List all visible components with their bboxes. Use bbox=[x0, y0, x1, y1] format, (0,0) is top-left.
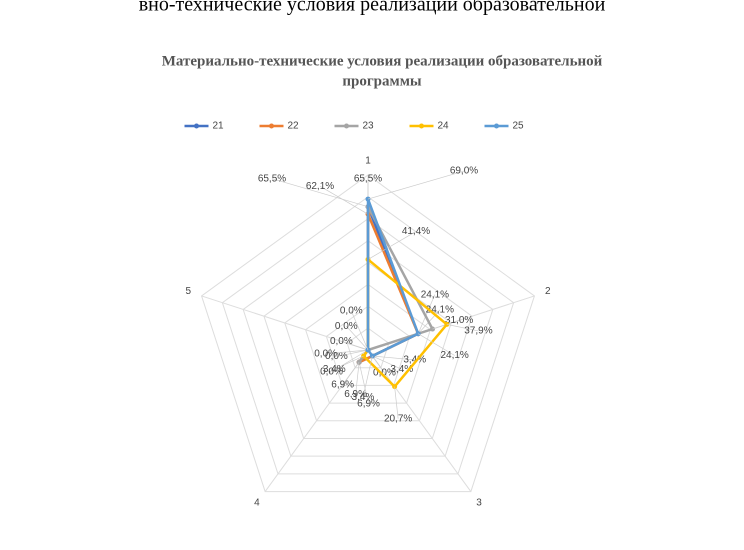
data-label: 0,0% bbox=[330, 336, 353, 347]
leader-line bbox=[342, 362, 360, 386]
data-label: 3,4% bbox=[390, 364, 413, 375]
leader-line bbox=[341, 341, 369, 351]
data-label: 0,0% bbox=[335, 321, 358, 332]
leader-line bbox=[372, 355, 402, 370]
grid-ring bbox=[200, 174, 536, 493]
leader-line bbox=[336, 349, 369, 357]
leader-line bbox=[331, 349, 369, 373]
leader-line bbox=[372, 355, 415, 361]
leader-line bbox=[367, 170, 465, 200]
axis-label: 1 bbox=[365, 156, 371, 167]
leader-line bbox=[417, 294, 436, 334]
data-label: 65,5% bbox=[258, 173, 286, 184]
legend-label: 22 bbox=[288, 121, 300, 132]
axis-label: 5 bbox=[185, 286, 191, 297]
grid-ring bbox=[346, 327, 390, 369]
legend-marker bbox=[269, 123, 274, 129]
data-label: 37,9% bbox=[464, 326, 492, 337]
legend-label: 21 bbox=[213, 121, 225, 132]
leader-line bbox=[446, 324, 479, 332]
data-label: 3,4% bbox=[403, 355, 426, 366]
data-label: 24,1% bbox=[421, 289, 449, 300]
data-label: 20,7% bbox=[384, 413, 412, 424]
chart-title: программы bbox=[342, 73, 422, 89]
leader-line bbox=[271, 178, 369, 208]
spoke bbox=[367, 349, 472, 492]
legend-marker bbox=[494, 123, 499, 129]
data-label: 24,1% bbox=[440, 350, 468, 361]
data-label: 0,0% bbox=[325, 351, 348, 362]
spoke bbox=[201, 295, 369, 351]
data-label: 6,9% bbox=[357, 398, 380, 409]
data-label: 24,1% bbox=[426, 304, 454, 315]
data-label: 3,4% bbox=[352, 392, 375, 403]
data-label: 65,5% bbox=[354, 173, 382, 184]
data-label: 6,9% bbox=[344, 389, 367, 400]
legend-marker bbox=[194, 123, 199, 129]
grid-ring bbox=[221, 196, 515, 475]
leader-line bbox=[417, 333, 455, 356]
legend-label: 23 bbox=[363, 121, 375, 132]
grid-ring bbox=[325, 305, 411, 386]
data-label: 0,0% bbox=[320, 366, 343, 377]
leader-line bbox=[367, 231, 417, 260]
chart-title: Материально-технические условия реализац… bbox=[162, 53, 603, 69]
grid-ring bbox=[242, 218, 494, 457]
data-label: 69,0% bbox=[450, 166, 478, 177]
legend-marker bbox=[419, 123, 424, 129]
data-label: 62,1% bbox=[306, 181, 334, 192]
leader-line bbox=[355, 362, 360, 395]
data-label: 31,0% bbox=[445, 315, 473, 326]
data-label: 41,4% bbox=[402, 226, 430, 237]
data-label: 0,0% bbox=[340, 306, 363, 317]
leader-line bbox=[346, 325, 369, 351]
leader-line bbox=[334, 355, 364, 370]
axis-label: 4 bbox=[254, 498, 260, 509]
leader-line bbox=[325, 349, 369, 355]
legend-label: 24 bbox=[438, 121, 450, 132]
axis-label: 3 bbox=[476, 498, 482, 509]
grid-ring bbox=[304, 283, 432, 404]
data-label: 0,0% bbox=[314, 348, 337, 359]
data-label: 3,4% bbox=[323, 364, 346, 375]
leader-line bbox=[319, 185, 369, 215]
leader-line bbox=[394, 386, 399, 419]
leader-line bbox=[358, 362, 369, 404]
axis-label: 2 bbox=[545, 286, 551, 297]
legend-marker bbox=[344, 123, 349, 129]
cropped-heading: вно-технические условия реализации образ… bbox=[139, 0, 606, 16]
data-label: 0,0% bbox=[373, 367, 396, 378]
data-label: 6,9% bbox=[331, 380, 354, 391]
legend-label: 25 bbox=[513, 121, 525, 132]
grid-ring bbox=[263, 240, 473, 439]
leader-line bbox=[362, 355, 373, 398]
leader-line bbox=[350, 310, 369, 351]
series-line bbox=[366, 198, 420, 358]
